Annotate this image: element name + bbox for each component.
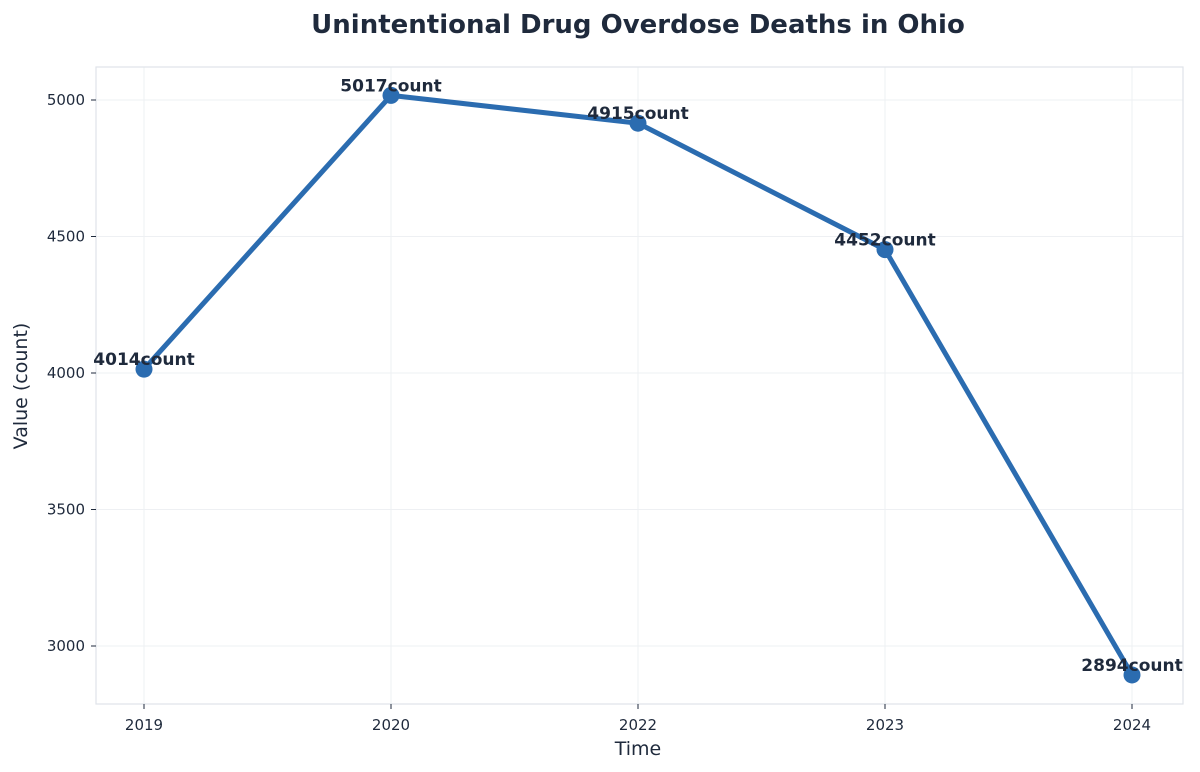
data-point-marker [382, 86, 400, 104]
x-tick-label: 2023 [866, 716, 904, 734]
y-axis-label: Value (count) [10, 323, 32, 450]
x-axis-label: Time [614, 738, 662, 760]
y-tick-label: 5000 [47, 91, 85, 109]
data-label: 4014count [93, 350, 194, 370]
data-label: 4452count [834, 231, 935, 251]
data-label: 2894count [1081, 656, 1182, 676]
grid-layer [96, 67, 1183, 704]
data-label-layer: 4014count 5017count 4915count 4452count 2894… [93, 76, 1182, 676]
x-tick-label: 2022 [619, 716, 657, 734]
x-tick-label: 2019 [125, 716, 163, 734]
x-tick-label: 2020 [372, 716, 410, 734]
marker-layer [135, 86, 1141, 684]
x-tick-layer: 2019 2020 2022 2023 2024 [125, 704, 1151, 734]
x-tick-label: 2024 [1113, 716, 1151, 734]
plot-area-frame [95, 66, 1184, 705]
y-tick-label: 3500 [47, 501, 85, 519]
data-label: 5017count [340, 76, 441, 96]
chart-title: Unintentional Drug Overdose Deaths in Oh… [311, 10, 965, 40]
y-tick-layer: 3000 3500 4000 4500 5000 [47, 91, 96, 655]
data-point-marker [876, 241, 894, 259]
data-label: 4915count [587, 104, 688, 124]
y-tick-label: 3000 [47, 637, 85, 655]
y-tick-label: 4500 [47, 228, 85, 246]
y-tick-label: 4000 [47, 364, 85, 382]
data-point-marker [135, 360, 153, 378]
data-point-marker [1123, 666, 1141, 684]
data-point-marker [629, 114, 647, 132]
